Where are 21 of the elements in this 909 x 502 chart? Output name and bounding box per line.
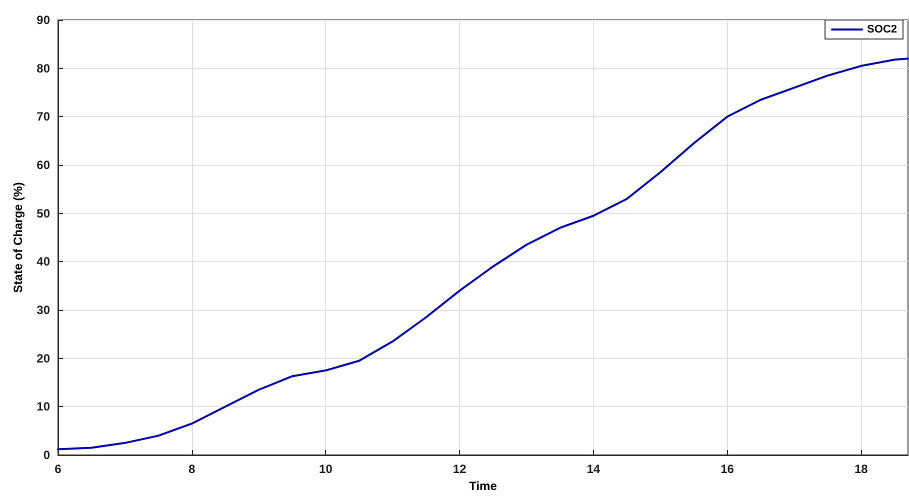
legend-label: SOC2: [867, 24, 898, 36]
y-tick-label: 50: [36, 206, 50, 220]
x-tick-label: 10: [319, 462, 333, 476]
y-tick-label: 70: [36, 110, 50, 124]
y-tick-label: 0: [43, 448, 50, 462]
x-tick-label: 8: [188, 462, 196, 476]
x-tick-label: 18: [854, 462, 868, 476]
x-axis-title: Time: [469, 478, 498, 493]
x-tick-label: 6: [54, 462, 62, 476]
y-tick-label: 40: [36, 254, 50, 269]
y-tick-label: 80: [36, 61, 50, 76]
y-tick-label: 20: [36, 351, 50, 366]
y-tick-label: 60: [36, 158, 50, 172]
y-tick-label: 30: [36, 303, 50, 317]
line-series: [57, 58, 909, 450]
y-tick-label: 90: [36, 13, 50, 27]
y-tick-label: 10: [36, 400, 50, 414]
x-tick-label: 12: [452, 462, 467, 476]
x-tick-label: 14: [586, 462, 600, 476]
y-axis-title: State of Charge (%): [11, 182, 25, 293]
x-tick-label: 16: [720, 462, 734, 476]
